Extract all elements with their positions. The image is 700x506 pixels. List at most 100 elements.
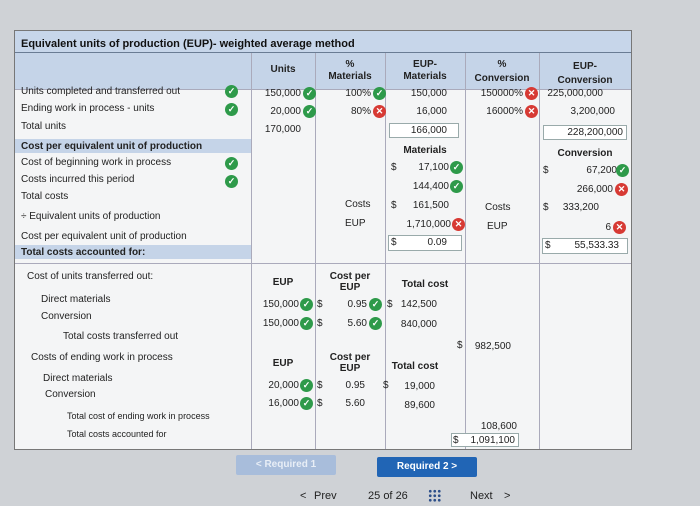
col-cost-per-eup-header-2a: Cost per xyxy=(329,352,371,363)
check-icon: ✓ xyxy=(450,161,463,174)
chevron-left-icon: < xyxy=(300,490,307,502)
col-pct-conversion-header-a: % xyxy=(497,59,507,70)
dollar-sign: $ xyxy=(543,165,549,176)
error-icon: ✕ xyxy=(525,105,538,118)
ending-cv-eup[interactable]: 16,000 xyxy=(268,398,299,409)
pct-materials-ending[interactable]: 80% xyxy=(350,106,371,117)
pct-conversion-completed[interactable]: 150000% xyxy=(480,88,523,99)
col-pct-materials-header-a: % xyxy=(345,59,355,70)
materials-cost-per-eup: 0.09 xyxy=(427,237,447,248)
pct-materials-completed[interactable]: 100% xyxy=(345,88,371,99)
check-icon: ✓ xyxy=(450,180,463,193)
chevron-right-icon: > xyxy=(504,490,511,502)
transferred-dm-eup[interactable]: 150,000 xyxy=(262,299,299,310)
worksheet-title: Equivalent units of production (EUP)- we… xyxy=(15,31,631,53)
eup-conversion-total: 228,200,000 xyxy=(567,127,623,138)
transferred-dm-cost-per-eup[interactable]: 0.95 xyxy=(347,299,367,310)
transferred-dm-total: 142,500 xyxy=(400,299,437,310)
transferred-cv-cost-per-eup[interactable]: 5.60 xyxy=(347,318,367,329)
col-eup-header-2: EUP xyxy=(272,358,294,369)
col-eup-conversion-header-b: Conversion xyxy=(557,75,613,86)
pct-conversion-ending[interactable]: 16000% xyxy=(486,106,523,117)
cost-ending-wip-label: Costs of ending work in process xyxy=(31,352,173,363)
check-icon: ✓ xyxy=(300,379,313,392)
conversion-cost-per-eup: 55,533.33 xyxy=(574,240,620,251)
total-costs-accounted-header: Total costs accounted for: xyxy=(21,247,146,258)
conversion-beginning-cost[interactable]: 67,200 xyxy=(586,165,617,176)
dollar-sign: $ xyxy=(317,380,323,391)
page-of: of xyxy=(383,490,393,502)
dollar-sign: $ xyxy=(457,340,463,351)
eup-materials-total: 166,000 xyxy=(410,125,447,136)
cost-per-eup-header: Cost per equivalent unit of production xyxy=(21,141,203,152)
error-icon: ✕ xyxy=(613,221,626,234)
dollar-sign: $ xyxy=(391,162,397,173)
prev-button[interactable]: < Prev xyxy=(300,488,370,504)
total-ending-wip-value: 108,600 xyxy=(480,421,517,432)
error-icon: ✕ xyxy=(452,218,465,231)
conversion-total-costs: 333,200 xyxy=(562,202,599,213)
check-icon: ✓ xyxy=(225,157,238,170)
col-cost-per-eup-header-b: EUP xyxy=(339,282,361,293)
conversion-costs-incurred[interactable]: 266,000 xyxy=(576,184,613,195)
col-units-header: Units xyxy=(270,64,296,75)
total-accounted-value: 1,091,100 xyxy=(470,435,516,446)
transferred-cv-eup[interactable]: 150,000 xyxy=(262,318,299,329)
check-icon: ✓ xyxy=(300,317,313,330)
ending-dm-cost-per-eup: 0.95 xyxy=(345,380,365,391)
error-icon: ✕ xyxy=(615,183,628,196)
check-icon: ✓ xyxy=(300,397,313,410)
check-icon: ✓ xyxy=(303,87,316,100)
required-1-button[interactable]: < Required 1 xyxy=(236,455,336,475)
check-icon: ✓ xyxy=(300,298,313,311)
conversion-subheader: Conversion xyxy=(557,148,613,159)
eup-conversion-ending: 3,200,000 xyxy=(570,106,616,117)
row-eup-divisor-label: ÷ Equivalent units of production xyxy=(21,211,161,222)
row-units-completed-label: Units completed and transferred out xyxy=(21,86,180,97)
col-cost-per-eup-header-a: Cost per xyxy=(329,271,371,282)
page-indicator: 25 of 26 xyxy=(368,489,408,503)
ending-direct-materials-label: Direct materials xyxy=(43,373,113,384)
col-eup-conversion-header-a: EUP- xyxy=(573,61,597,72)
materials-costs-incurred[interactable]: 144,400 xyxy=(412,181,449,192)
row-costs-incurred-label: Costs incurred this period xyxy=(21,174,135,185)
eup-label-conversion: EUP xyxy=(487,221,508,232)
dollar-sign: $ xyxy=(545,240,551,251)
required-2-button[interactable]: Required 2 > xyxy=(377,457,477,477)
eup-materials-completed: 150,000 xyxy=(410,88,447,99)
dollar-sign: $ xyxy=(453,435,459,446)
col-total-cost-header: Total cost xyxy=(401,279,449,290)
col-eup-materials-header-b: Materials xyxy=(403,71,447,82)
check-icon: ✓ xyxy=(373,87,386,100)
ending-dm-total: 19,000 xyxy=(404,381,435,392)
next-label: Next xyxy=(470,490,493,502)
materials-beginning-cost[interactable]: 17,100 xyxy=(418,162,449,173)
materials-eup-divisor[interactable]: 1,710,000 xyxy=(406,219,452,230)
next-button[interactable]: Next > xyxy=(470,488,550,504)
total-pages: 26 xyxy=(395,490,408,502)
ending-conversion-label: Conversion xyxy=(45,389,96,400)
units-completed[interactable]: 150,000 xyxy=(264,88,301,99)
col-cost-per-eup-header-2b: EUP xyxy=(339,363,361,374)
materials-total-costs: 161,500 xyxy=(412,200,449,211)
dollar-sign: $ xyxy=(317,299,323,310)
dollar-sign: $ xyxy=(391,237,397,248)
error-icon: ✕ xyxy=(525,87,538,100)
col-eup-header: EUP xyxy=(272,277,294,288)
conversion-eup-divisor[interactable]: 6 xyxy=(605,222,611,233)
col-pct-materials-header-b: Materials xyxy=(328,71,372,82)
conversion-label: Conversion xyxy=(41,311,92,322)
units-ending-wip[interactable]: 20,000 xyxy=(270,106,301,117)
dollar-sign: $ xyxy=(383,380,389,391)
dollar-sign: $ xyxy=(387,299,393,310)
ending-dm-eup[interactable]: 20,000 xyxy=(268,380,299,391)
header-row xyxy=(15,53,631,89)
check-icon: ✓ xyxy=(225,85,238,98)
grid-icon[interactable] xyxy=(428,489,442,503)
ending-cv-cost-per-eup: 5.60 xyxy=(345,398,365,409)
eup-worksheet: Equivalent units of production (EUP)- we… xyxy=(14,30,632,450)
row-beginning-wip-cost-label: Cost of beginning work in process xyxy=(21,157,172,168)
cost-transferred-out-label: Cost of units transferred out: xyxy=(27,271,154,282)
total-transferred-out-value: 982,500 xyxy=(474,341,511,352)
row-total-costs-label: Total costs xyxy=(21,191,69,202)
